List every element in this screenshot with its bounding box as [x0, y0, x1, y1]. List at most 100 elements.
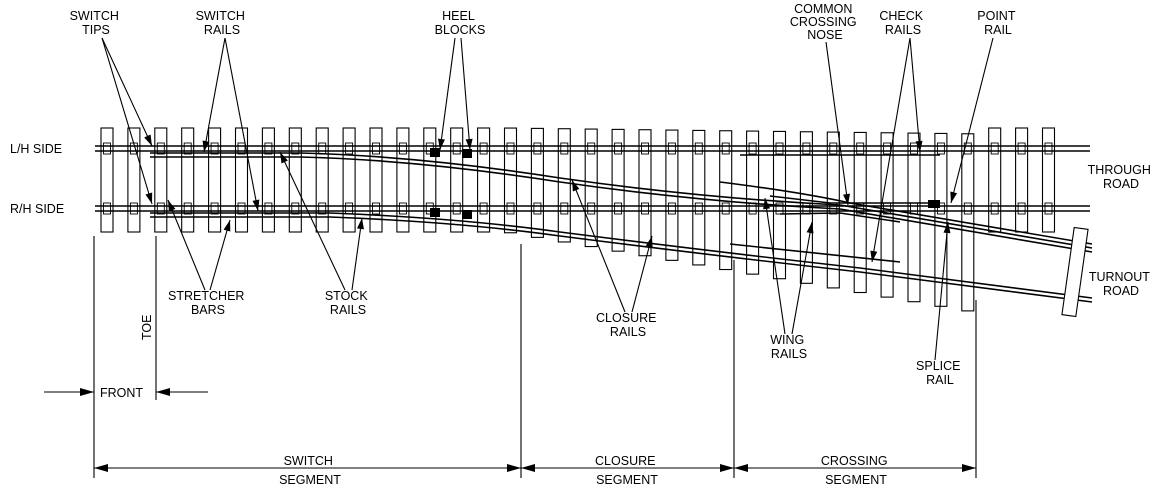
rail-chair	[506, 142, 515, 155]
switch-arrow-end	[507, 464, 521, 472]
rail-chair	[156, 142, 165, 155]
point-rail-leader-arrowhead	[950, 191, 958, 203]
rail-chair	[856, 142, 865, 155]
rail-chair	[183, 142, 192, 155]
heel-block	[462, 210, 472, 219]
rail-chair	[264, 142, 273, 155]
rail-chair	[963, 202, 972, 215]
stock-rails-leader	[279, 151, 346, 291]
rail-chair	[614, 142, 623, 155]
rail-chair	[479, 142, 488, 155]
wing-rails-leader	[791, 221, 813, 335]
stock-rails-leader-arrowhead	[357, 218, 364, 230]
stock-rails-label: STOCK RAILS	[325, 289, 371, 317]
heel-block	[430, 148, 440, 157]
switch-tips-leader-arrowhead	[144, 134, 152, 146]
rail-chair	[829, 142, 838, 155]
switch-rails-label: SWITCH RAILS	[196, 9, 249, 37]
rail-chair	[156, 202, 165, 215]
leader-lines	[101, 37, 994, 361]
rail-chair	[802, 202, 811, 215]
rail-chair	[990, 202, 999, 215]
splice-rail-leader-arrowhead	[943, 222, 951, 234]
stock-rails-leader-arrowhead	[280, 152, 288, 164]
rails	[95, 145, 1093, 303]
rail-chair	[372, 142, 380, 155]
wing-rails-leader-arrowhead	[763, 198, 771, 210]
heel-blocks-leader-arrowhead	[437, 138, 445, 150]
rail-chair	[1017, 142, 1026, 155]
switch-segment-label: SWITCH SEGMENT	[279, 454, 341, 487]
rail-chair	[748, 202, 757, 215]
rail-chair	[721, 142, 730, 155]
rail-chair	[398, 202, 407, 215]
switch-arrow-start	[94, 464, 108, 472]
rail-chair	[694, 142, 703, 155]
rail-chair	[345, 142, 354, 155]
through-road-label: THROUGH ROAD	[1088, 163, 1155, 191]
switch-rails-leader-arrowhead	[202, 140, 210, 152]
heel-blocks-label: HEEL BLOCKS	[435, 9, 486, 37]
rail-chair	[533, 142, 542, 155]
rail-chair	[210, 202, 219, 215]
front-arrow-left	[80, 388, 94, 396]
rail-chair	[479, 202, 488, 215]
rail-chair	[372, 202, 380, 215]
rail-chair	[318, 202, 327, 215]
rail-chair	[183, 202, 192, 215]
crossing-nose-leader-arrowhead	[843, 193, 850, 205]
rail-chair	[452, 142, 461, 155]
rail-chair	[721, 202, 730, 215]
splice-rail-label: SPLICE RAIL	[916, 359, 964, 387]
closure-rails-leader	[631, 235, 653, 313]
switch-tips-label: SWITCH TIPS	[70, 9, 123, 37]
rail-chair	[990, 142, 999, 155]
rail-chair	[452, 202, 461, 215]
closure-rails-label: CLOSURE RAILS	[596, 311, 660, 339]
closure-segment-label: CLOSURE SEGMENT	[595, 454, 659, 487]
rail-chair	[641, 202, 649, 215]
splice-block	[928, 200, 940, 208]
front-label: FRONT	[100, 386, 143, 400]
rail-chair	[237, 202, 246, 215]
rail-chair	[129, 202, 138, 215]
rail-chair	[667, 142, 676, 155]
rail-chair	[103, 202, 111, 215]
turnout-outer-rail	[150, 212, 1093, 299]
rail-chair	[936, 142, 945, 155]
turnout-inner-rail	[719, 181, 1093, 245]
rail-chair	[1044, 202, 1053, 215]
rail-chair	[533, 202, 542, 215]
turnout-outer-rail-b	[150, 216, 1093, 303]
heel-blocks-leader-arrowhead	[465, 138, 473, 150]
rail-chair	[641, 142, 649, 155]
point-rail-a	[839, 204, 1093, 249]
crossing-nose-leader	[825, 41, 849, 206]
rail-chair	[318, 142, 327, 155]
crossing-arrow-start	[734, 464, 748, 472]
crossing-segment-label: CROSSING SEGMENT	[821, 454, 891, 487]
stretcher-bars-leader-arrowhead	[168, 200, 176, 212]
point-rail-b	[839, 208, 1093, 253]
rail-chair	[291, 202, 300, 215]
wing-rails-leader-arrowhead	[806, 222, 814, 234]
turnout-road-label: TURNOUT ROAD	[1089, 270, 1153, 298]
rail-chair	[883, 142, 892, 155]
rail-chair	[910, 142, 918, 155]
rail-chair	[398, 142, 407, 155]
check-rails-leader	[909, 37, 921, 153]
switch-tips-leader	[101, 37, 153, 147]
stretcher-bars-label: STRETCHER BARS	[168, 289, 248, 317]
wing-rail-a	[769, 195, 940, 204]
point-rail-label: POINT RAIL	[977, 9, 1018, 37]
rail-chair	[1044, 142, 1053, 155]
closure-rails-leader-arrowhead	[572, 180, 580, 192]
wing-rails-label: WING RAILS	[770, 333, 808, 361]
switch-tips-leader	[101, 37, 153, 205]
check-rails-leader-arrowhead	[870, 250, 878, 262]
rail-chair	[936, 202, 945, 215]
heel-block	[462, 149, 472, 158]
stock-rails-leader	[351, 217, 363, 291]
rail-chair	[264, 202, 273, 215]
rail-chair	[560, 142, 569, 155]
